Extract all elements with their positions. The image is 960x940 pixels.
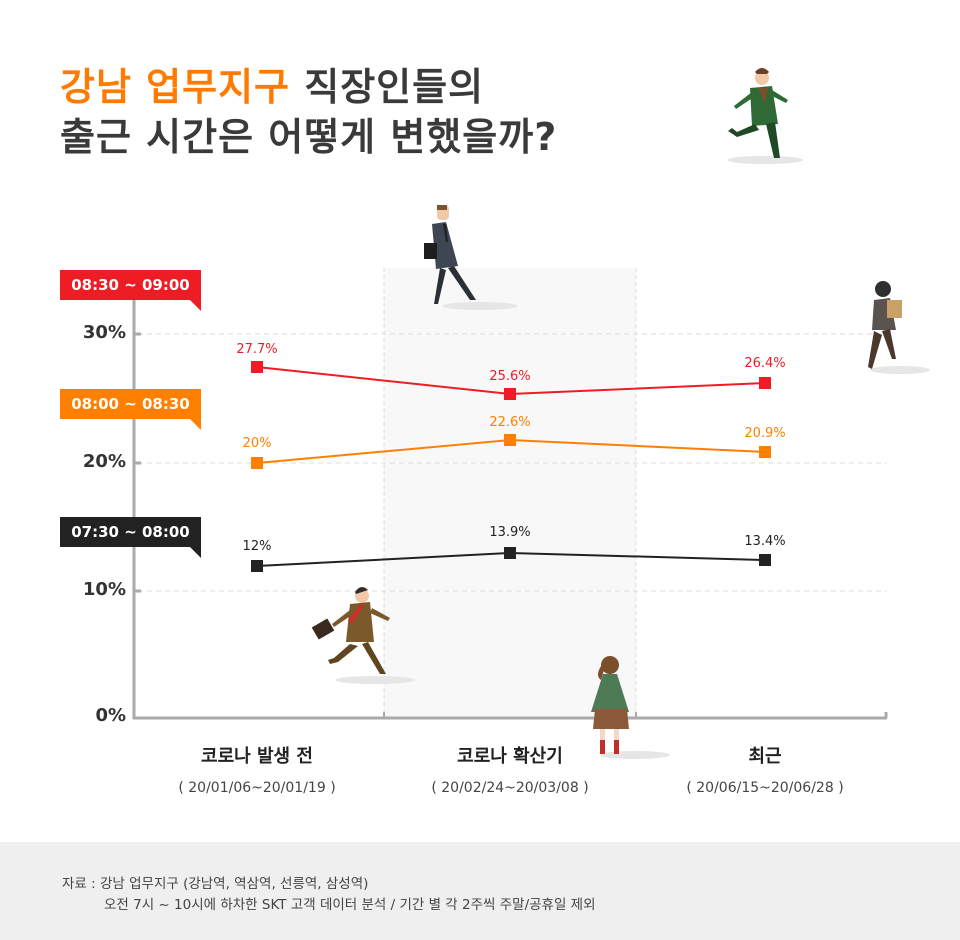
category-covid-spread: 코로나 확산기 ( 20/02/24~20/03/08 ) <box>431 746 589 796</box>
value-label: 13.4% <box>744 534 786 549</box>
standing-girl-illustration <box>591 656 670 759</box>
title-line2: 출근 시간은 어떻게 변했을까? <box>60 115 558 159</box>
value-label: 13.9% <box>489 525 531 540</box>
value-label: 20.9% <box>744 426 786 441</box>
value-label: 26.4% <box>744 356 786 371</box>
man-carrying-box-illustration <box>868 281 930 374</box>
legend-tag-0830-0900: 08:30 ~ 09:00 <box>60 270 201 311</box>
series-markers-red <box>251 361 771 400</box>
source-footer: 자료 : 강남 업무지구 (강남역, 역삼역, 선릉역, 삼성역) 오전 7시 … <box>0 842 960 940</box>
gridlines <box>138 333 887 592</box>
value-label: 12% <box>242 539 272 554</box>
category-pre-covid: 코로나 발생 전 ( 20/01/06~20/01/19 ) <box>178 746 336 796</box>
category-recent: 최근 ( 20/06/15~20/06/28 ) <box>686 746 844 796</box>
running-man-briefcase-illustration <box>311 586 415 684</box>
value-label: 27.7% <box>236 342 278 357</box>
value-label: 20% <box>242 436 272 451</box>
title-line1-rest: 직장인들의 <box>290 65 485 109</box>
source-line-1: 자료 : 강남 업무지구 (강남역, 역삼역, 선릉역, 삼성역) <box>62 876 369 892</box>
source-line-2: 오전 7시 ~ 10시에 하차한 SKT 고객 데이터 분석 / 기간 별 각 … <box>104 897 596 913</box>
y-tick-30: 30% <box>82 322 126 343</box>
y-tick-0: 0% <box>95 705 126 726</box>
value-label: 22.6% <box>489 415 531 430</box>
running-man-green-illustration <box>727 68 803 164</box>
y-tick-20: 20% <box>82 451 126 472</box>
title-accent: 강남 업무지구 <box>60 65 290 109</box>
series-markers-black <box>251 547 771 572</box>
page-title: 강남 업무지구 직장인들의 출근 시간은 어떻게 변했을까? <box>60 62 557 162</box>
highlight-region <box>384 268 636 718</box>
legend-tag-0800-0830: 08:00 ~ 08:30 <box>60 389 201 430</box>
legend-tag-0730-0800: 07:30 ~ 08:00 <box>60 517 201 558</box>
y-tick-10: 10% <box>82 579 126 600</box>
walking-man-suit-illustration <box>424 205 518 310</box>
value-label: 25.6% <box>489 369 531 384</box>
chart-canvas <box>132 68 930 759</box>
series-markers-orange <box>251 434 771 469</box>
